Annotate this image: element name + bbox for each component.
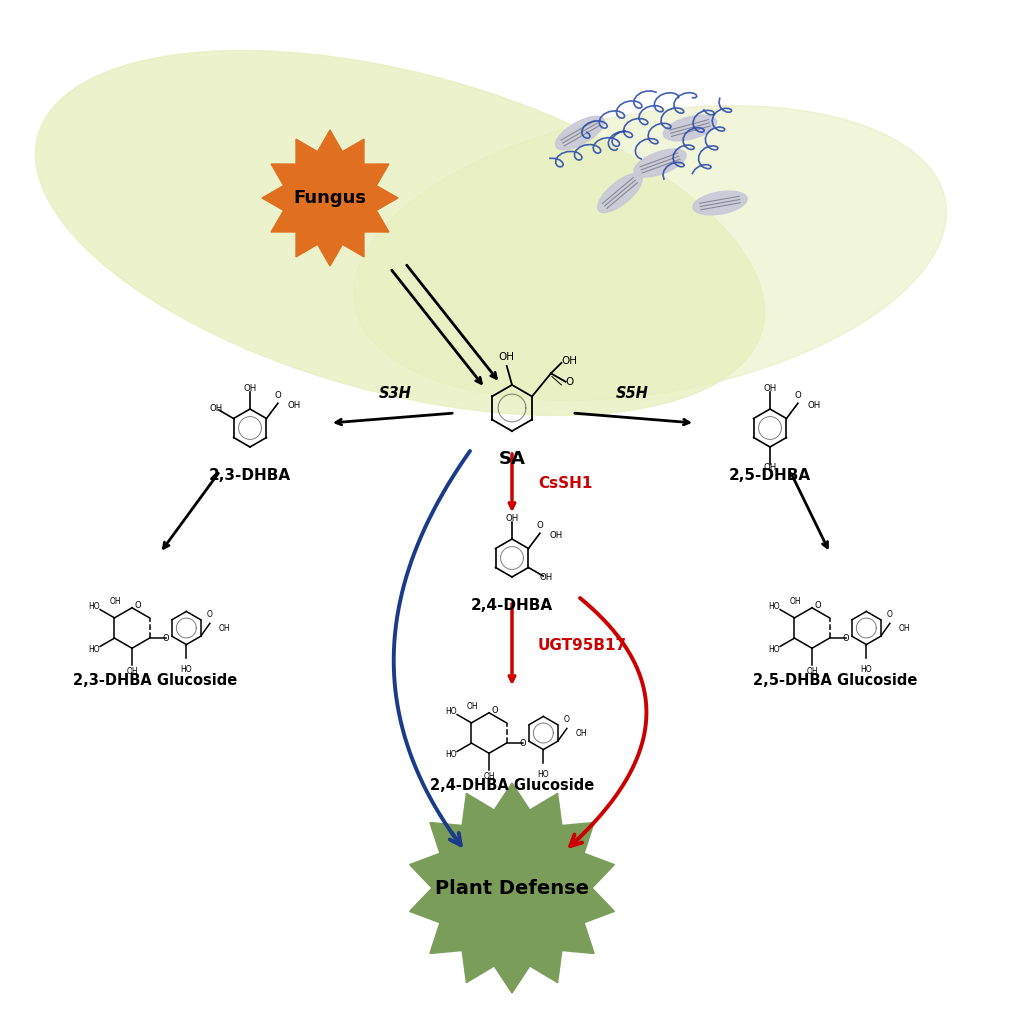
Text: UGT95B17: UGT95B17 xyxy=(538,637,627,652)
Ellipse shape xyxy=(693,191,748,215)
Text: HO: HO xyxy=(769,645,780,654)
Text: 2,3-DHBA Glucoside: 2,3-DHBA Glucoside xyxy=(73,673,238,688)
Text: OH: OH xyxy=(467,702,478,711)
Text: Fungus: Fungus xyxy=(294,189,367,207)
Text: O: O xyxy=(274,390,282,399)
Text: O: O xyxy=(564,715,569,724)
Text: O: O xyxy=(135,602,141,610)
Text: OH: OH xyxy=(483,772,495,781)
Text: O: O xyxy=(520,738,526,748)
Text: OH: OH xyxy=(288,401,301,409)
Text: OH: OH xyxy=(549,531,562,540)
Text: SA: SA xyxy=(499,450,525,468)
Text: OH: OH xyxy=(499,352,515,362)
Text: S3H: S3H xyxy=(379,386,412,401)
Polygon shape xyxy=(410,783,614,993)
Text: O: O xyxy=(565,377,573,387)
Text: OH: OH xyxy=(807,401,820,409)
Text: 2,5-DHBA Glucoside: 2,5-DHBA Glucoside xyxy=(753,673,918,688)
Ellipse shape xyxy=(556,116,604,150)
Text: CsSH1: CsSH1 xyxy=(538,475,592,490)
Text: O: O xyxy=(207,610,213,619)
Text: HO: HO xyxy=(445,707,457,716)
Ellipse shape xyxy=(664,115,717,141)
Ellipse shape xyxy=(353,105,946,400)
Text: O: O xyxy=(815,602,821,610)
Text: O: O xyxy=(163,633,169,642)
Text: HO: HO xyxy=(769,602,780,611)
Text: HO: HO xyxy=(89,645,100,654)
Ellipse shape xyxy=(598,173,642,213)
Text: OH: OH xyxy=(806,667,818,676)
Text: HO: HO xyxy=(538,770,549,779)
Text: HO: HO xyxy=(445,751,457,759)
Text: OH: OH xyxy=(790,598,802,606)
Text: OH: OH xyxy=(126,667,138,676)
Text: OH: OH xyxy=(506,514,518,523)
Text: HO: HO xyxy=(860,665,872,674)
Text: O: O xyxy=(887,610,893,619)
Text: Plant Defense: Plant Defense xyxy=(435,878,589,898)
Text: OH: OH xyxy=(577,729,588,738)
Text: 2,3-DHBA: 2,3-DHBA xyxy=(209,468,291,483)
Text: HO: HO xyxy=(89,602,100,611)
Text: OH: OH xyxy=(763,384,776,393)
Text: O: O xyxy=(843,633,849,642)
Text: 2,5-DHBA: 2,5-DHBA xyxy=(729,468,811,483)
Text: OH: OH xyxy=(899,624,910,633)
Text: S5H: S5H xyxy=(615,386,648,401)
Text: OH: OH xyxy=(219,624,230,633)
Text: 2,4-DHBA Glucoside: 2,4-DHBA Glucoside xyxy=(430,778,594,793)
Ellipse shape xyxy=(634,149,686,177)
Text: 2,4-DHBA: 2,4-DHBA xyxy=(471,598,553,613)
Text: OH: OH xyxy=(763,463,776,472)
Text: OH: OH xyxy=(540,573,553,582)
Ellipse shape xyxy=(36,51,765,415)
Text: OH: OH xyxy=(110,598,122,606)
Text: OH: OH xyxy=(209,404,222,412)
Text: O: O xyxy=(537,521,543,530)
Text: O: O xyxy=(492,706,499,715)
Text: OH: OH xyxy=(244,384,257,393)
Polygon shape xyxy=(262,130,398,266)
Text: O: O xyxy=(795,390,801,399)
Text: HO: HO xyxy=(180,665,193,674)
Text: OH: OH xyxy=(561,356,578,366)
